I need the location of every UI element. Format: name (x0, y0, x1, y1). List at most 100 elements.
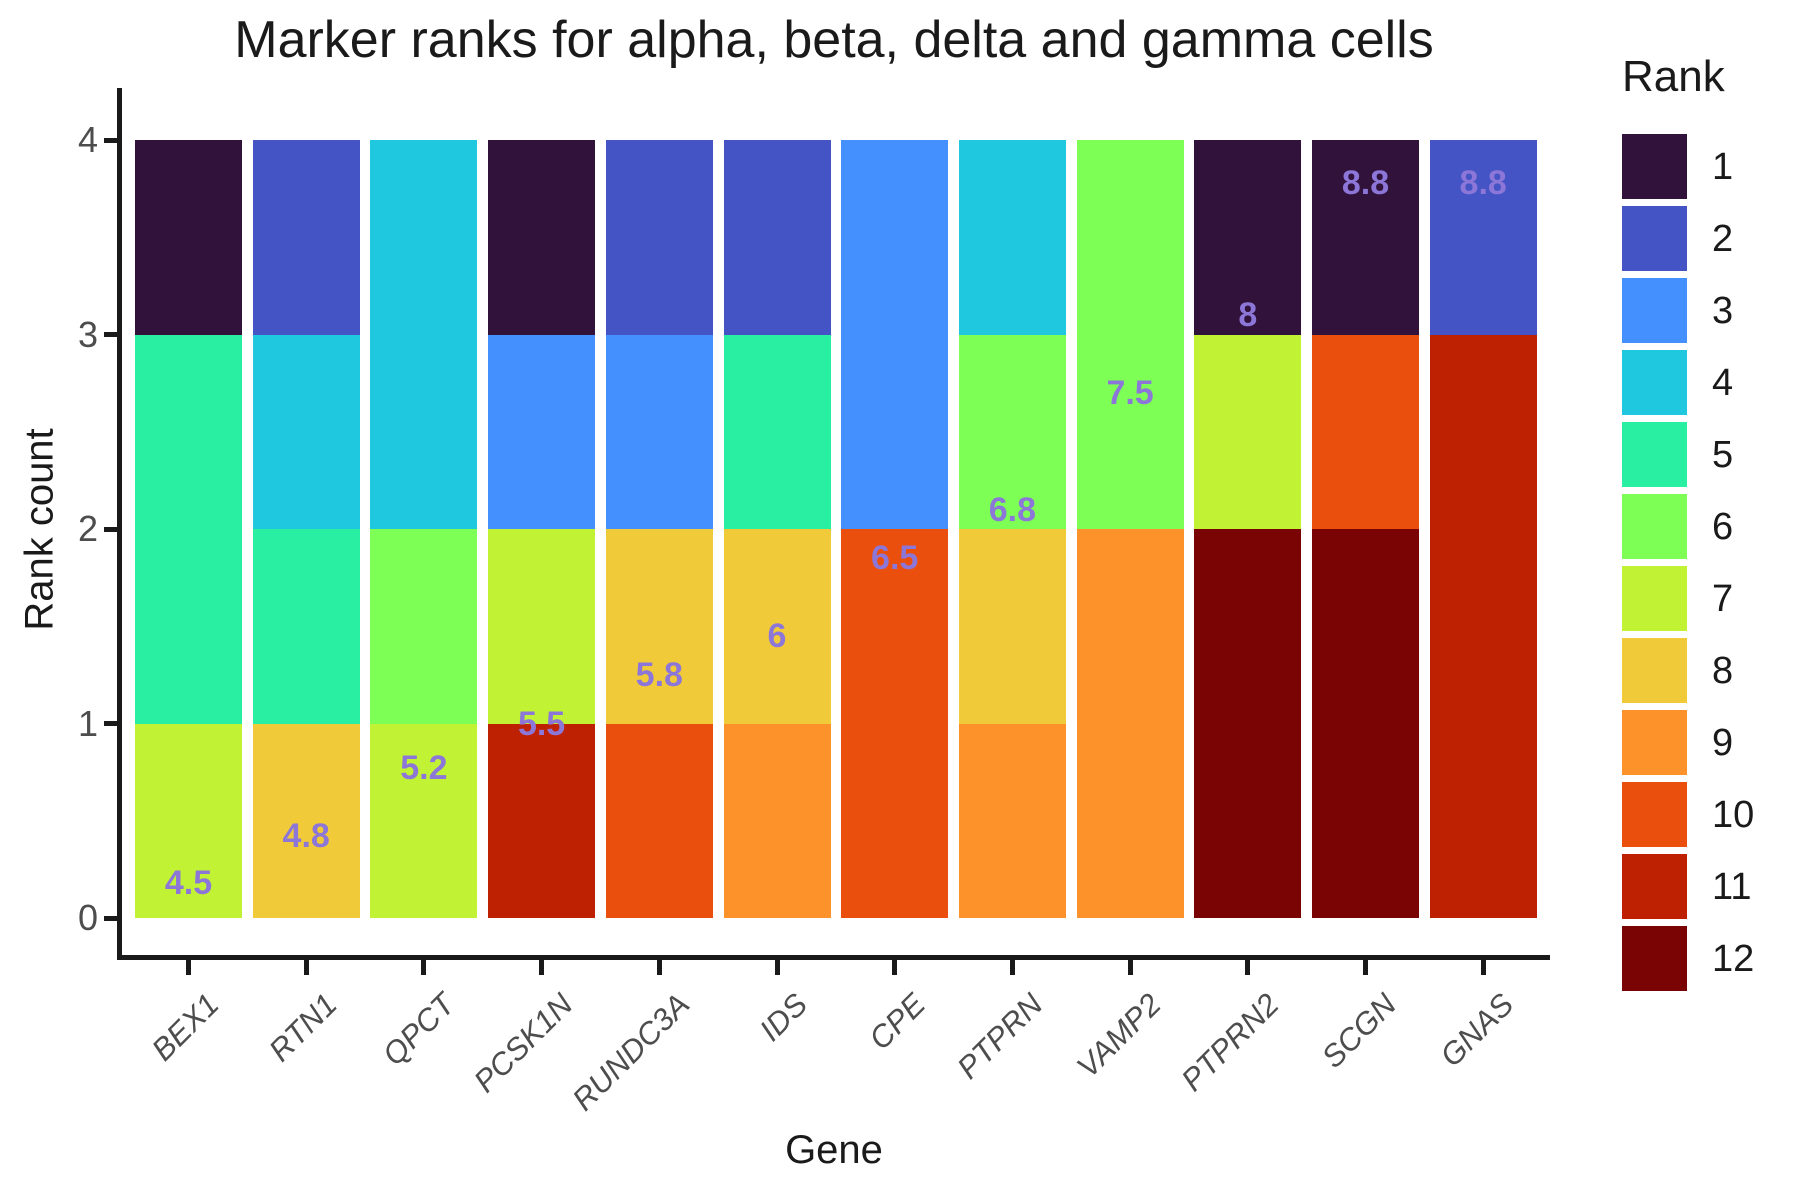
x-tick (1480, 960, 1486, 975)
bar-value-label: 8.8 (1341, 163, 1390, 202)
bar (370, 140, 478, 918)
bar-segment (1429, 334, 1537, 918)
bar-segment (135, 723, 242, 918)
bar (1194, 140, 1302, 918)
x-tick-label: SCGN (1314, 986, 1403, 1075)
bar-segment (370, 140, 478, 529)
legend-swatch (1622, 566, 1687, 631)
bar-segment (1312, 140, 1419, 335)
bar-segment (723, 140, 831, 335)
legend-swatch (1622, 350, 1687, 415)
y-tick-label: 2 (77, 508, 98, 549)
bar-value-label: 6 (767, 616, 787, 655)
bar (1429, 140, 1537, 918)
bar-segment (1194, 140, 1302, 335)
bar-segment (488, 723, 596, 918)
x-tick-label: VAMP2 (1069, 986, 1168, 1085)
legend-swatch (1622, 710, 1687, 775)
x-tick (1009, 960, 1015, 975)
y-tick-label: 3 (77, 313, 98, 355)
bar-segment (1076, 529, 1184, 918)
legend-swatch (1622, 782, 1687, 847)
x-tick-label: RUNDC3A (565, 986, 697, 1118)
legend-label: 12 (1712, 938, 1755, 980)
bar-value-label: 7.5 (1106, 373, 1154, 412)
bar-segment (1194, 334, 1302, 529)
legend-label: 10 (1712, 794, 1755, 836)
x-tick-label: RTN1 (261, 986, 344, 1069)
x-tick (421, 960, 427, 975)
bar (135, 140, 242, 918)
bar (605, 140, 713, 918)
bar-value-label: 6.5 (871, 539, 919, 578)
legend-title: Rank (1622, 52, 1725, 101)
bar-segment (605, 140, 713, 335)
bar-segment (1429, 140, 1537, 335)
y-tick (104, 915, 118, 921)
bar-segment (252, 529, 360, 724)
bar-value-label: 8 (1238, 296, 1258, 335)
bar-value-label: 5.5 (517, 704, 566, 743)
x-axis-title: Gene (785, 1128, 883, 1172)
bar-segment (370, 529, 478, 724)
bar-segment (723, 723, 831, 918)
x-tick (656, 960, 662, 975)
bar-segment (1194, 529, 1302, 918)
bar (1076, 140, 1184, 918)
legend-label: 5 (1712, 434, 1734, 476)
x-tick-label: PTPRN2 (1173, 986, 1286, 1098)
bar-segment (488, 334, 596, 529)
bar (841, 140, 949, 918)
legend-label: 11 (1712, 866, 1752, 908)
x-tick-label: QPCT (375, 986, 462, 1073)
x-tick-label: GNAS (1433, 986, 1521, 1074)
legend-label: 4 (1712, 362, 1734, 404)
x-tick (303, 960, 309, 975)
chart-title: Marker ranks for alpha, beta, delta and … (234, 11, 1434, 69)
bar-segment (958, 723, 1066, 918)
bar-segment (1076, 140, 1184, 529)
x-tick-label: IDS (753, 986, 815, 1048)
bar-segment (605, 723, 713, 918)
bar-segment (958, 140, 1066, 335)
x-tick-label: BEX1 (145, 986, 226, 1068)
bar-segment (488, 529, 596, 724)
bar (958, 140, 1066, 918)
bar-segment (252, 723, 360, 918)
bar-segment (488, 140, 596, 335)
bar-segment (958, 334, 1066, 529)
bar (723, 140, 831, 918)
bar-value-label: 4.8 (282, 817, 330, 856)
y-axis-line (117, 88, 122, 960)
x-tick-label: PCSK1N (466, 986, 579, 1100)
bar-segment (252, 140, 360, 335)
bar-segment (723, 334, 831, 529)
y-tick (104, 721, 118, 726)
legend-swatch (1622, 278, 1687, 343)
bar-value-label: 5.8 (635, 655, 683, 694)
x-tick (892, 960, 898, 975)
x-axis-line (117, 955, 1550, 960)
legend-swatch (1622, 206, 1687, 271)
y-tick (104, 526, 118, 532)
bar-segment (1312, 334, 1419, 529)
bar-segment (370, 723, 478, 918)
x-tick (774, 960, 780, 975)
bar-segment (135, 334, 242, 724)
legend-label: 8 (1712, 650, 1734, 692)
bar-segment (135, 140, 242, 335)
y-tick-label: 0 (77, 897, 98, 938)
legend-swatch (1622, 926, 1687, 991)
x-tick (1127, 960, 1133, 975)
y-tick (104, 332, 118, 337)
x-tick (539, 960, 545, 975)
bar-segment (252, 334, 360, 529)
legend-swatch (1622, 422, 1687, 487)
legend-swatch (1622, 134, 1687, 199)
bar-segment (841, 529, 949, 918)
x-tick-label: PTPRN (950, 986, 1050, 1086)
legend-label: 1 (1712, 146, 1734, 188)
bar-segment (605, 334, 713, 529)
bar-value-label: 8.8 (1459, 163, 1507, 202)
